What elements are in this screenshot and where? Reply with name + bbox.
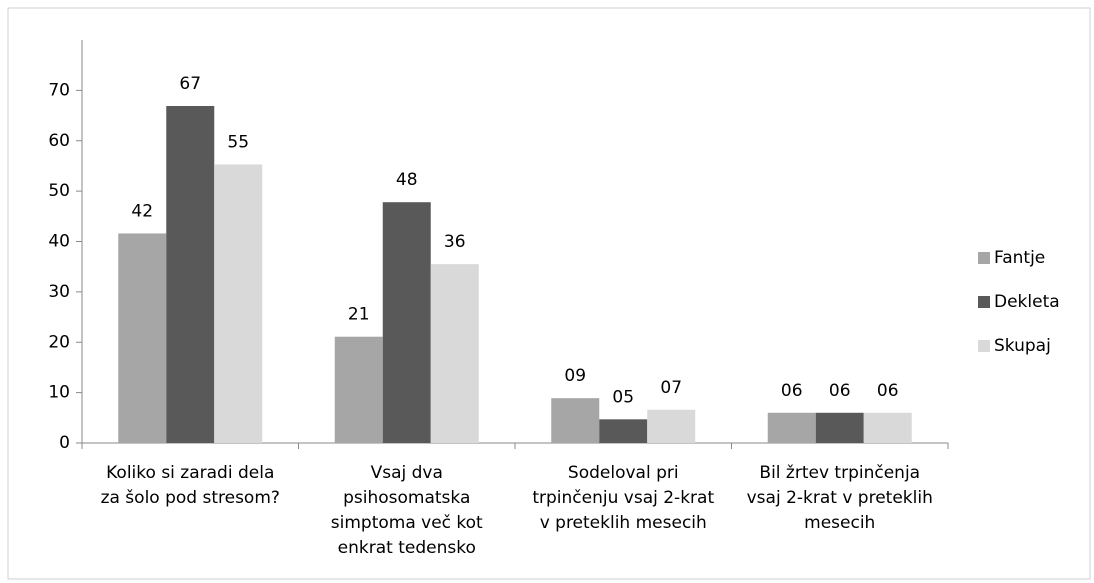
value-label: 06 (877, 381, 899, 401)
value-label: 09 (564, 366, 586, 386)
bar (815, 412, 864, 443)
value-label: 05 (612, 387, 634, 407)
x-tick-label-line: Koliko si zaradi dela (106, 463, 274, 483)
y-tick-label: 50 (48, 181, 70, 201)
x-tick-label-line: v preteklih mesecih (540, 513, 707, 533)
bar (382, 202, 431, 443)
y-tick-label: 20 (48, 332, 70, 352)
x-tick-label-line: Bil žrtev trpinčenja (759, 463, 920, 483)
value-label: 67 (179, 74, 201, 94)
x-tick-label-line: Sodeloval pri (568, 463, 679, 483)
legend-swatch (978, 252, 990, 264)
bar (551, 398, 600, 443)
x-tick-label: Sodeloval pri trpinčenju vsaj 2-krat v pre… (532, 463, 714, 533)
x-tick-label-line: mesecih (804, 513, 875, 533)
x-tick-label-line: trpinčenju vsaj 2-krat (532, 488, 714, 508)
x-tick-label: Koliko si zaradi dela za šolo pod stresom… (101, 463, 280, 508)
value-label: 06 (781, 381, 803, 401)
bar (863, 412, 912, 443)
value-label: 48 (396, 170, 418, 190)
bar (430, 264, 479, 443)
legend-label: Fantje (994, 248, 1045, 268)
value-label: 55 (227, 132, 249, 152)
value-label: 07 (660, 378, 682, 398)
bar (214, 164, 263, 443)
bar (334, 336, 383, 443)
y-tick-label: 60 (48, 131, 70, 151)
value-label: 21 (348, 305, 370, 325)
bar (647, 409, 696, 443)
x-tick-label-line: psihosomatska (343, 488, 470, 508)
x-tick-label: Vsaj dva psihosomatska simptoma več kot enk… (331, 463, 483, 558)
bar (118, 233, 167, 443)
value-label: 36 (444, 232, 466, 252)
legend-swatch (978, 340, 990, 352)
value-label: 42 (131, 201, 153, 221)
x-tick-label: Bil žrtev trpinčenja vsaj 2-krat v pretek… (747, 463, 933, 533)
bar (599, 419, 648, 443)
x-tick-label-line: simptoma več kot (331, 513, 483, 533)
x-tick-label-line: vsaj 2-krat v preteklih (747, 488, 933, 508)
x-tick-label-line: za šolo pod stresom? (101, 488, 280, 508)
y-tick-label: 40 (48, 232, 70, 252)
bar (767, 412, 816, 443)
y-tick-label: 70 (48, 80, 70, 100)
y-tick-label: 10 (48, 383, 70, 403)
y-tick-label: 0 (59, 433, 70, 453)
x-tick-label-line: enkrat tedensko (338, 538, 476, 558)
legend-label: Skupaj (994, 336, 1051, 356)
value-label: 06 (829, 381, 851, 401)
x-tick-label-line: Vsaj dva (371, 463, 443, 483)
legend-label: Dekleta (994, 292, 1060, 312)
bar (166, 105, 215, 444)
legend-swatch (978, 296, 990, 308)
y-tick-label: 30 (48, 282, 70, 302)
